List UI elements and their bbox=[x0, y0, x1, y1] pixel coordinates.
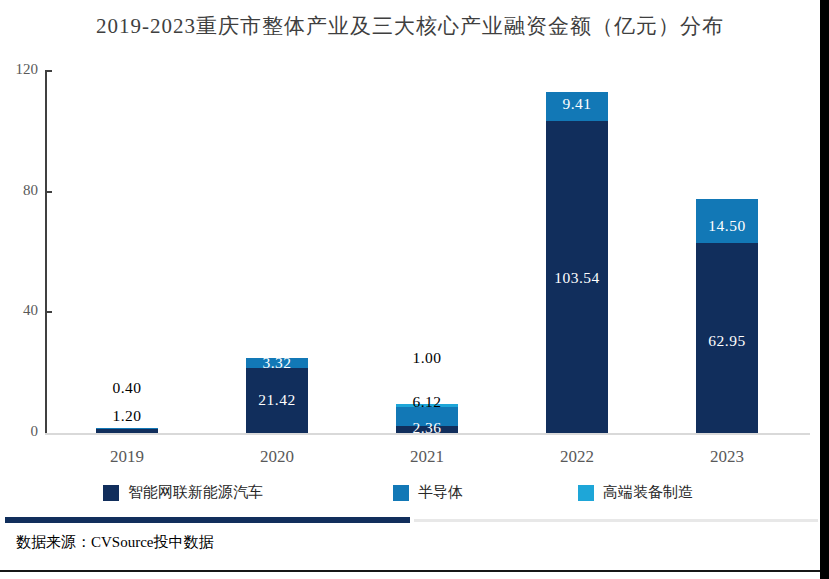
x-tick-label: 2019 bbox=[87, 447, 167, 467]
y-tick-label: 40 bbox=[0, 302, 38, 319]
x-tick-label: 2020 bbox=[237, 447, 317, 467]
bar-data-label: 0.40 bbox=[82, 378, 172, 398]
y-tick-label: 0 bbox=[0, 423, 38, 440]
bar-data-label: 1.00 bbox=[382, 348, 472, 368]
bar-data-label: 2.36 bbox=[382, 418, 472, 438]
chart-title: 2019-2023重庆市整体产业及三大核心产业融资金额（亿元）分布 bbox=[0, 12, 820, 40]
x-tick-label: 2023 bbox=[687, 447, 767, 467]
right-edge-bar bbox=[820, 0, 829, 579]
bar-data-label: 9.41 bbox=[532, 94, 622, 114]
bar-data-label: 3.32 bbox=[232, 353, 322, 373]
legend-label-semiconductor: 半导体 bbox=[418, 483, 463, 502]
chart-figure: 2019-2023重庆市整体产业及三大核心产业融资金额（亿元）分布 智能网联新能… bbox=[0, 0, 829, 579]
y-tick-mark bbox=[45, 70, 52, 72]
y-tick-mark bbox=[45, 311, 52, 313]
bar-data-label: 103.54 bbox=[532, 268, 622, 288]
bar-segment-2019 bbox=[96, 428, 158, 429]
bar-segment-2019 bbox=[96, 429, 158, 433]
data-source-note: 数据来源：CVSource投中数据 bbox=[16, 533, 214, 552]
y-tick-label: 80 bbox=[0, 182, 38, 199]
bar-data-label: 21.42 bbox=[232, 390, 322, 410]
legend-swatch-auto bbox=[103, 485, 119, 501]
legend-swatch-highend bbox=[578, 485, 594, 501]
x-tick-label: 2021 bbox=[387, 447, 467, 467]
footer-divider-navy bbox=[5, 517, 410, 523]
y-axis-line bbox=[45, 71, 47, 434]
bar-data-label: 6.12 bbox=[382, 392, 472, 412]
bar-data-label: 14.50 bbox=[682, 216, 772, 236]
x-tick-label: 2022 bbox=[537, 447, 617, 467]
bottom-rule bbox=[0, 570, 829, 572]
bar-data-label: 1.20 bbox=[82, 406, 172, 426]
bar-data-label: 62.95 bbox=[682, 331, 772, 351]
y-tick-mark bbox=[45, 191, 52, 193]
legend-item-highend: 高端装备制造 bbox=[578, 483, 693, 502]
legend-swatch-semiconductor bbox=[393, 485, 409, 501]
legend-label-auto: 智能网联新能源汽车 bbox=[128, 483, 263, 502]
legend-label-highend: 高端装备制造 bbox=[603, 483, 693, 502]
y-tick-label: 120 bbox=[0, 61, 38, 78]
legend-item-semiconductor: 半导体 bbox=[393, 483, 463, 502]
footer-divider-gray bbox=[414, 519, 818, 522]
legend-item-auto: 智能网联新能源汽车 bbox=[103, 483, 263, 502]
